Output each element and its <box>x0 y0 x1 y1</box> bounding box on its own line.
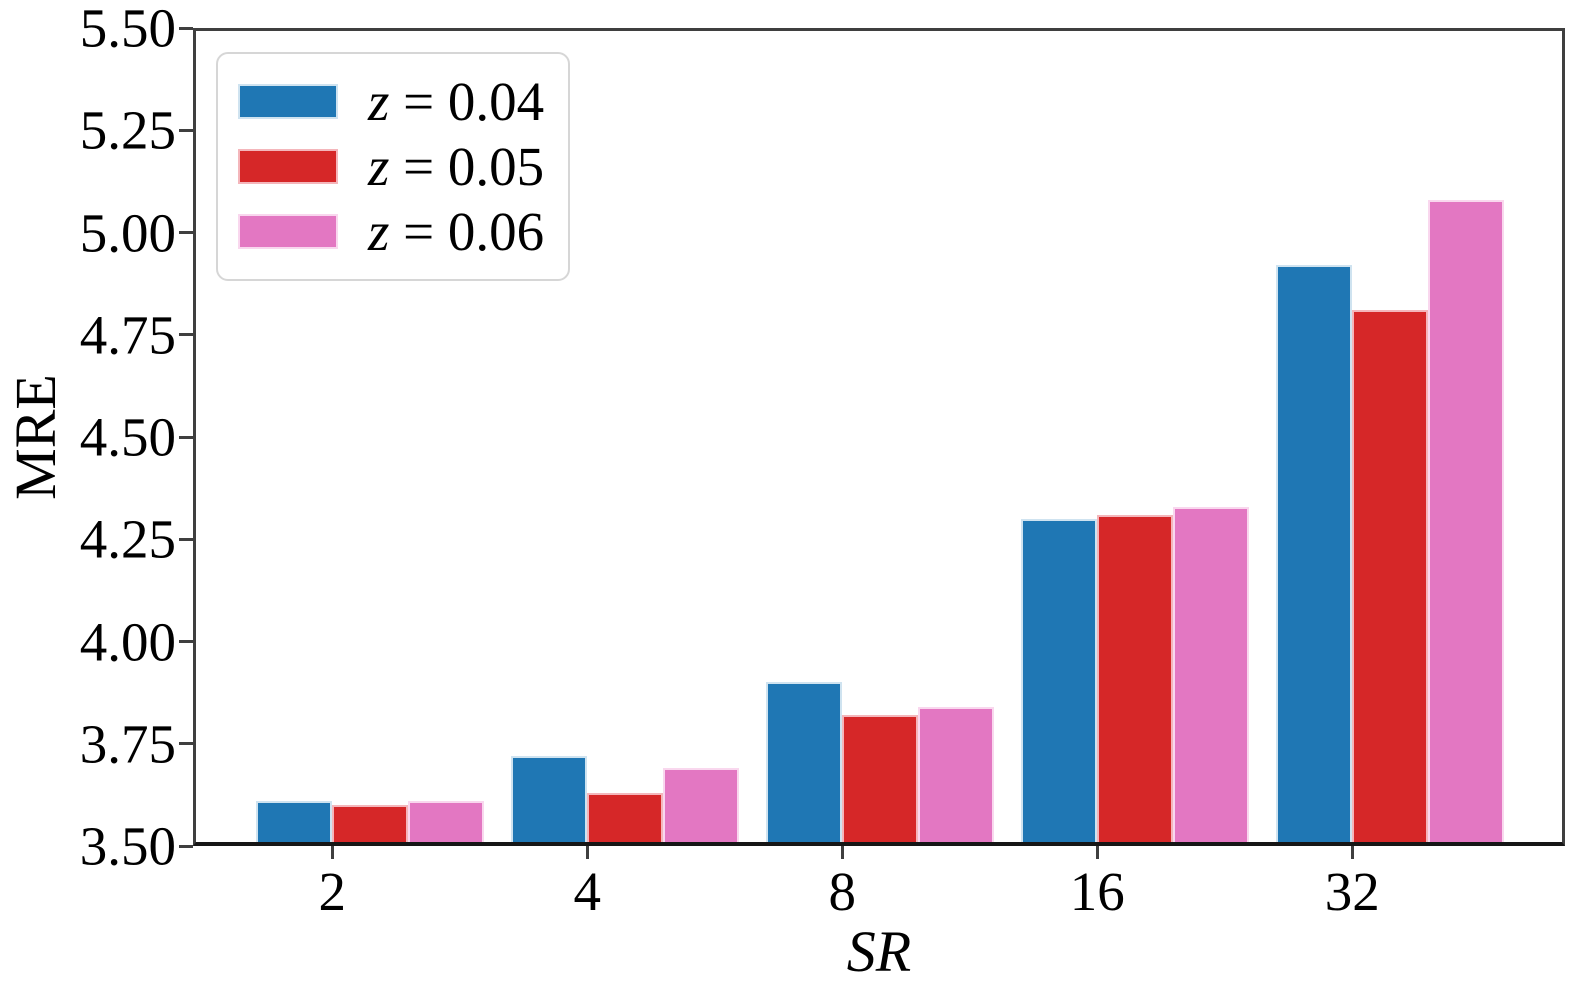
y-tick-mark <box>179 640 193 643</box>
legend-row: z = 0.06 <box>238 204 568 259</box>
y-tick-mark <box>179 26 193 30</box>
y-tick-label: 3.50 <box>79 815 176 877</box>
legend-label-z004: z = 0.04 <box>368 71 545 132</box>
x-tick-label-sr32: 32 <box>1324 861 1380 922</box>
y-tick-label: 5.50 <box>79 0 176 59</box>
y-tick-mark <box>179 844 193 848</box>
y-tick-label: 3.75 <box>79 713 176 775</box>
y-tick-mark <box>179 128 193 132</box>
bar-z=0.06-sr2 <box>408 801 485 846</box>
x-tick-mark <box>840 846 844 859</box>
bar-z=0.04-sr8 <box>766 682 843 846</box>
legend-row: z = 0.04 <box>238 74 568 129</box>
y-tick-mark <box>179 537 193 541</box>
y-tick-label: 4.25 <box>79 508 176 570</box>
bar-z=0.04-sr32 <box>1276 265 1353 846</box>
legend-swatch-z006 <box>238 214 338 249</box>
x-tick-label-sr16: 16 <box>1069 861 1125 922</box>
x-tick-mark <box>1350 846 1354 859</box>
legend-row: z = 0.05 <box>238 139 568 194</box>
legend-swatch-z005 <box>238 149 338 184</box>
legend-label-z005: z = 0.05 <box>368 136 545 197</box>
y-tick-label: 4.00 <box>79 611 176 672</box>
bar-z=0.06-sr16 <box>1173 506 1250 846</box>
legend: z = 0.04 z = 0.05 z = 0.06 <box>216 52 570 281</box>
x-tick-mark <box>330 846 334 859</box>
bar-z=0.04-sr2 <box>256 801 333 846</box>
x-axis-label: SR <box>846 919 912 984</box>
x-tick-mark <box>1095 846 1099 859</box>
x-tick-label-sr2: 2 <box>318 861 347 922</box>
y-tick-label: 4.75 <box>79 304 176 366</box>
bar-z=0.05-sr2 <box>332 805 409 846</box>
bar-z=0.05-sr32 <box>1352 310 1429 846</box>
bar-z=0.06-sr32 <box>1428 199 1505 846</box>
bar-z=0.05-sr8 <box>842 715 919 846</box>
bar-z=0.04-sr16 <box>1021 518 1098 846</box>
bar-z=0.06-sr8 <box>918 706 995 846</box>
y-tick-mark <box>179 742 193 746</box>
y-tick-mark <box>179 231 193 234</box>
legend-label-z006: z = 0.06 <box>368 201 545 262</box>
x-tick-label-sr4: 4 <box>573 861 602 922</box>
y-tick-label: 5.25 <box>79 99 176 161</box>
y-tick-label: 5.00 <box>79 202 176 263</box>
x-tick-label-sr8: 8 <box>828 861 857 922</box>
y-tick-label: 4.50 <box>79 406 176 468</box>
bar-z=0.05-sr16 <box>1097 514 1174 846</box>
bar-z=0.04-sr4 <box>511 756 588 846</box>
bar-z=0.06-sr4 <box>663 768 740 846</box>
legend-swatch-z004 <box>238 84 338 119</box>
x-tick-mark <box>585 846 589 859</box>
y-tick-mark <box>179 333 193 337</box>
y-tick-mark <box>179 435 193 439</box>
bar-z=0.05-sr4 <box>587 792 664 846</box>
